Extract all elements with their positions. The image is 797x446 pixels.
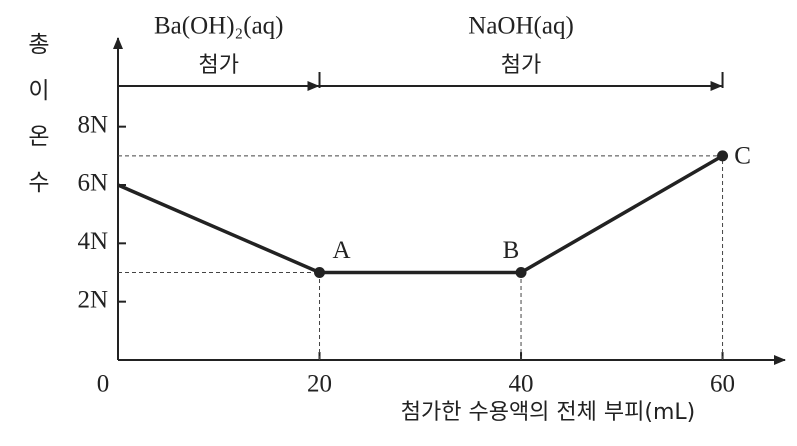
x-tick-label: 20 — [307, 371, 332, 398]
data-line — [117, 154, 724, 275]
point-label: B — [503, 237, 520, 264]
point-label: C — [734, 143, 751, 170]
addition-reagent: Ba(OH)₂(aq) — [154, 13, 284, 40]
x-tick-label: 60 — [710, 371, 735, 398]
y-tick-label: 4N — [77, 228, 108, 255]
addition-reagent: NaOH(aq) — [468, 13, 574, 40]
data-point — [515, 267, 527, 278]
y-tick-label: 8N — [77, 111, 108, 138]
y-axis-label: 총 이온 수 — [28, 32, 50, 196]
addition-text: 첨가 — [199, 53, 239, 78]
addition-text: 첨가 — [501, 53, 541, 78]
x-axis-label: 첨가한 수용액의 전체 부피(mL) — [401, 400, 695, 425]
point-label: A — [332, 237, 350, 264]
x-tick-label: 40 — [509, 371, 534, 398]
y-tick-label: 6N — [77, 170, 108, 197]
data-point — [314, 267, 326, 278]
y-tick-label: 2N — [77, 286, 108, 313]
data-point — [717, 150, 729, 162]
x-tick-label: 0 — [97, 371, 110, 398]
